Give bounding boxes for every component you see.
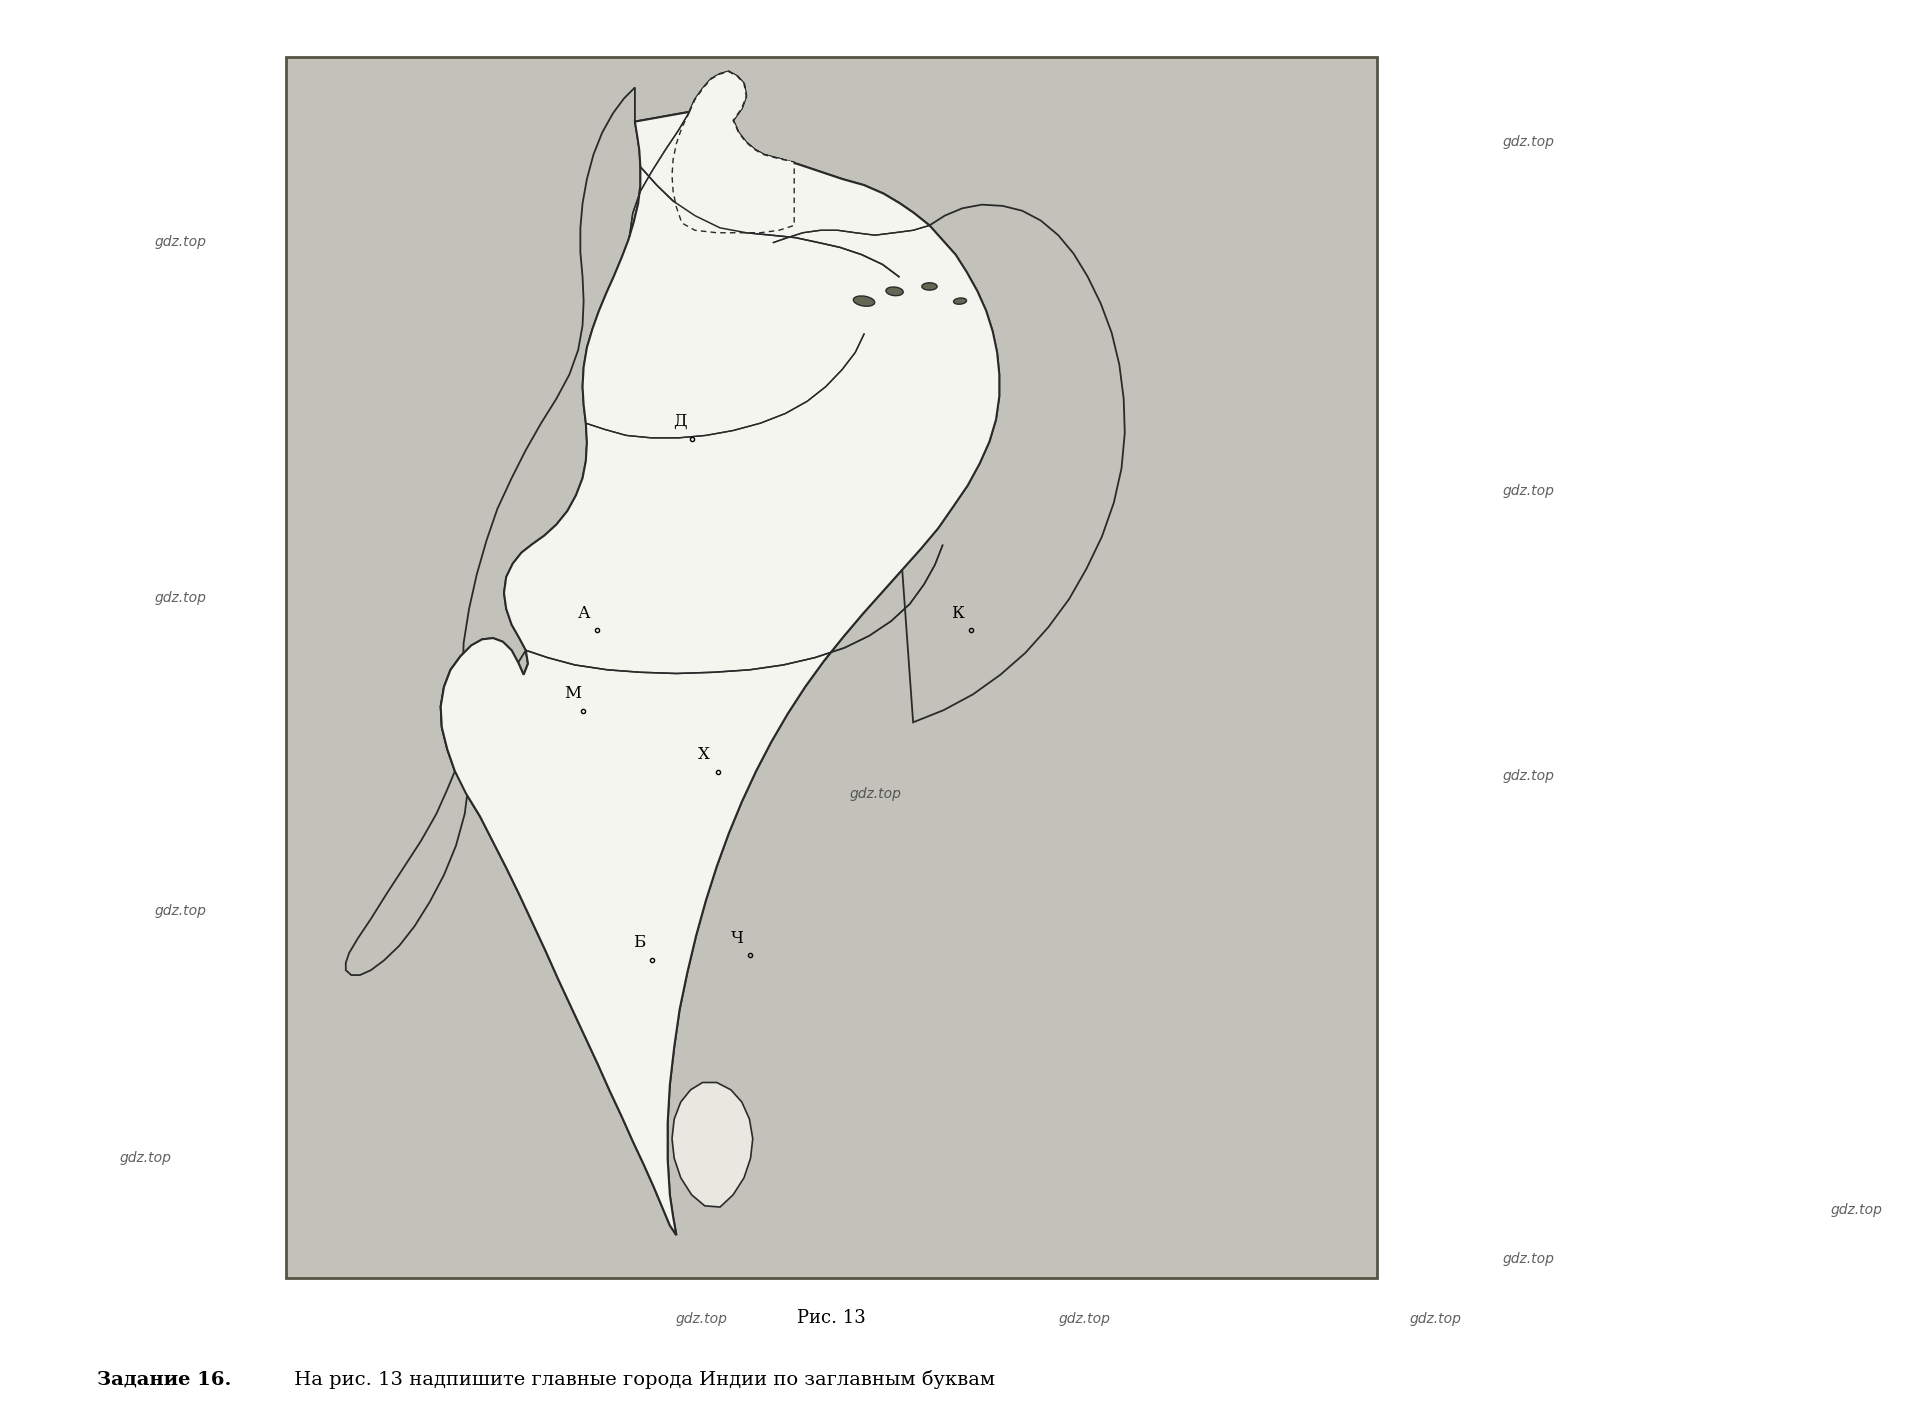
Text: Б: Б — [633, 935, 645, 952]
Polygon shape — [440, 71, 1000, 1235]
Polygon shape — [672, 71, 793, 233]
Text: gdz.top: gdz.top — [120, 1151, 172, 1165]
Polygon shape — [672, 71, 793, 233]
Text: М: М — [564, 686, 581, 703]
Text: Х: Х — [699, 747, 710, 764]
Ellipse shape — [921, 283, 936, 290]
Text: К: К — [951, 605, 963, 622]
Polygon shape — [672, 1083, 753, 1207]
Ellipse shape — [953, 297, 967, 305]
Text: gdz.top: gdz.top — [1502, 1252, 1554, 1266]
Polygon shape — [901, 205, 1123, 723]
Text: gdz.top: gdz.top — [154, 904, 207, 918]
Text: Ч: Ч — [731, 929, 743, 946]
Ellipse shape — [853, 296, 874, 306]
Text: gdz.top: gdz.top — [1502, 484, 1554, 498]
Text: gdz.top: gdz.top — [849, 787, 901, 801]
Text: gdz.top: gdz.top — [1502, 135, 1554, 149]
Text: gdz.top: gdz.top — [154, 235, 207, 249]
Text: Задание 16.: Задание 16. — [96, 1370, 232, 1389]
Ellipse shape — [886, 287, 903, 296]
Text: Рис. 13: Рис. 13 — [797, 1309, 865, 1328]
Text: gdz.top: gdz.top — [1830, 1202, 1882, 1217]
Text: gdz.top: gdz.top — [1058, 1312, 1110, 1326]
Text: Д: Д — [674, 413, 687, 430]
Bar — [286, 57, 1376, 1278]
Polygon shape — [440, 71, 1000, 1235]
Text: На рис. 13 надпишите главные города Индии по заглавным буквам: На рис. 13 надпишите главные города Инди… — [288, 1370, 994, 1389]
Text: gdz.top: gdz.top — [154, 591, 207, 605]
Text: gdz.top: gdz.top — [1502, 768, 1554, 783]
Text: gdz.top: gdz.top — [676, 1312, 728, 1326]
Text: gdz.top: gdz.top — [1409, 1312, 1461, 1326]
Text: А: А — [577, 605, 591, 622]
Polygon shape — [345, 87, 641, 975]
